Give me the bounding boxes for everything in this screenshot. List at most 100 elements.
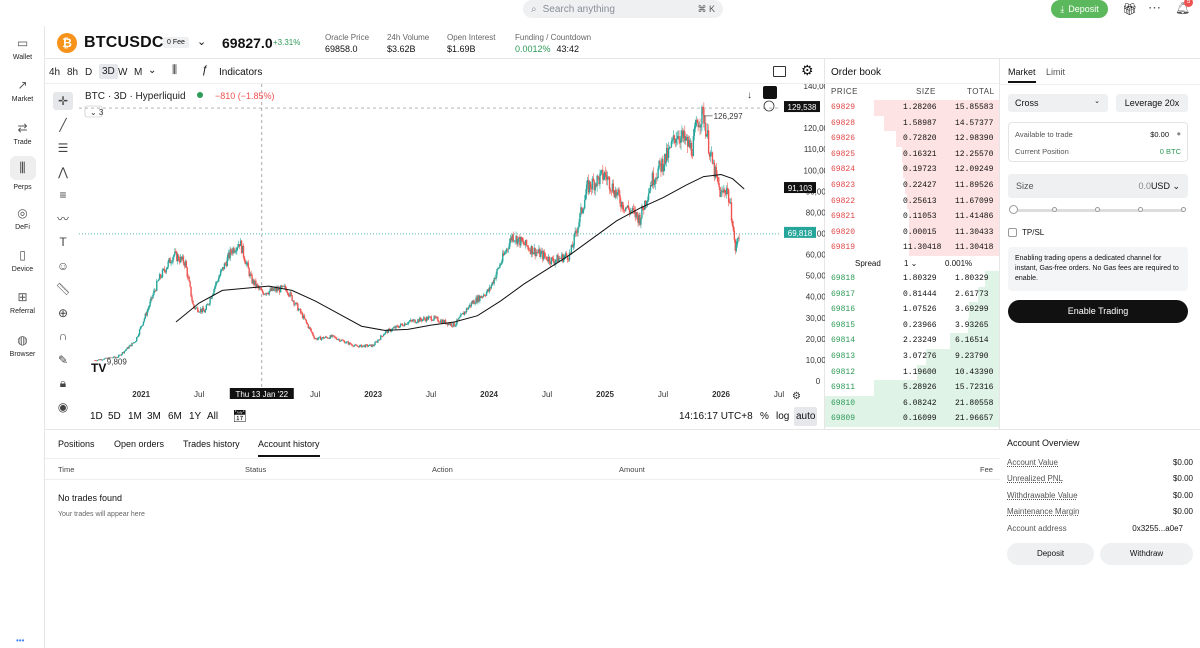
refresh-icon[interactable] (763, 86, 777, 99)
indicators-button[interactable]: Indicators (219, 67, 263, 78)
slider-step-1[interactable] (1052, 207, 1057, 212)
trendline-icon[interactable]: ╱ (59, 117, 67, 132)
eye-icon[interactable]: ◉ (57, 399, 69, 414)
bid-row[interactable]: 69816 1.07526 3.69299 (825, 302, 999, 318)
bid-row[interactable]: 69809 0.16099 21.96657 (825, 411, 999, 427)
ask-row[interactable]: 69820 0.00015 11.30433 (825, 224, 999, 241)
scroll-down-icon[interactable]: ↓ (747, 90, 752, 101)
ask-row[interactable]: 69826 0.72820 12.98390 (825, 131, 999, 147)
ask-row[interactable]: 69824 0.19723 12.09249 (825, 162, 999, 178)
sidebar-item-trade[interactable]: ⇄ Trade (13, 121, 32, 146)
legend-collapse[interactable] (84, 105, 103, 118)
percent-toggle[interactable]: % (760, 411, 769, 422)
ask-row[interactable]: 69825 0.16321 12.25570 (825, 146, 999, 163)
ask-row[interactable]: 69819 11.30418 11.30418 (825, 240, 999, 256)
bid-row[interactable]: 69811 5.28926 15.72316 (825, 380, 999, 396)
leverage-button[interactable]: Leverage 20x (1116, 94, 1188, 112)
tab-positions[interactable]: Positions (58, 439, 95, 449)
bid-row[interactable]: 69814 2.23249 6.16514 (825, 333, 999, 349)
bid-row[interactable]: 69810 6.08242 21.80558 (825, 395, 999, 412)
indicators-icon[interactable]: ƒ (202, 64, 209, 76)
account-deposit-button[interactable]: Deposit (1007, 543, 1094, 565)
bid-row[interactable]: 69817 0.81444 2.61773 (825, 286, 999, 303)
brush-icon[interactable]: 〰 (56, 211, 69, 226)
auto-toggle[interactable]: auto (794, 407, 818, 426)
bid-row[interactable]: 69813 3.07276 9.23790 (825, 349, 999, 365)
slider-step-0[interactable] (1009, 205, 1018, 214)
timeframe-4h[interactable]: 4h (49, 67, 61, 78)
add-alert-icon[interactable] (763, 100, 775, 112)
tab-open-orders[interactable]: Open orders (114, 439, 165, 449)
fib-icon[interactable]: ≡ (59, 188, 67, 202)
ask-row[interactable]: 69828 1.58987 14.57377 (825, 115, 999, 132)
sidebar-item-device[interactable]: ▯ Device (11, 248, 34, 273)
chevron-down-icon[interactable]: ⌄ (148, 65, 157, 76)
sidebar-item-perps[interactable]: ⫼ Perps (0, 156, 45, 191)
margin-mode-select[interactable]: Cross ⌄ (1008, 94, 1108, 112)
horizontal-lines-icon[interactable]: ☰ (57, 141, 69, 155)
search-bar[interactable]: ⌕ Search anything ⌘ K (523, 0, 723, 18)
more-dots-icon[interactable]: ••• (16, 636, 25, 645)
pair-name[interactable]: BTCUSDC (84, 34, 164, 51)
range-1d[interactable]: 1D (90, 411, 103, 422)
pencil-lock-icon[interactable]: ✎ (57, 352, 69, 367)
ask-row[interactable]: 69829 1.28206 15.85583 (825, 100, 999, 116)
settings-icon[interactable]: ⚙︎ (801, 62, 814, 78)
sidebar-item-defi[interactable]: ◎ DeFi (15, 206, 30, 231)
tab-market[interactable]: Market (1008, 67, 1036, 77)
crosshair-icon[interactable]: ✛ (53, 92, 73, 110)
timeframe-M[interactable]: M (134, 67, 143, 78)
calendar-icon[interactable]: 📅︎ (232, 409, 248, 423)
chevron-down-icon[interactable]: ⌄ (197, 36, 207, 48)
tab-limit[interactable]: Limit (1046, 67, 1066, 77)
ask-row[interactable]: 69823 0.22427 11.89526 (825, 178, 999, 194)
log-toggle[interactable]: log (776, 411, 790, 422)
layout-icon[interactable] (773, 66, 786, 77)
timeframe-8h[interactable]: 8h (67, 67, 79, 78)
range-all[interactable]: All (207, 411, 219, 422)
size-unit-select[interactable]: USD ⌄ (1150, 181, 1180, 191)
range-1m[interactable]: 1M (128, 411, 142, 422)
price-chart[interactable]: 140,000120,000110,000100,00090,00080,000… (79, 84, 825, 404)
size-input[interactable]: Size 0.0 USD ⌄ (1008, 174, 1188, 198)
sidebar-item-market[interactable]: ↗ Market (11, 78, 34, 103)
bid-row[interactable]: 69812 1.19600 10.43390 (825, 364, 999, 381)
sidebar-item-referral[interactable]: ⊞ Referral (10, 290, 35, 315)
tab-trades-history[interactable]: Trades history (183, 439, 240, 449)
tpsl-checkbox[interactable] (1008, 228, 1017, 237)
deposit-button[interactable]: ⤓ Deposit (1051, 0, 1108, 18)
emoji-icon[interactable]: ☺ (56, 258, 70, 273)
pattern-icon[interactable]: ⋀ (58, 164, 68, 179)
bid-row[interactable]: 69818 1.80329 1.80329 (825, 271, 999, 287)
ruler-icon[interactable]: 📏︎ (55, 282, 71, 296)
text-icon[interactable]: T (59, 235, 67, 249)
range-1y[interactable]: 1Y (189, 411, 202, 422)
lock-icon[interactable]: 🔒︎ (59, 376, 67, 390)
gift-icon[interactable]: 🎁︎ (1122, 2, 1138, 16)
sidebar-item-wallet[interactable]: ▭ Wallet (12, 36, 33, 61)
candle-style-icon[interactable]: ⫼ (172, 64, 178, 76)
slider-step-3[interactable] (1138, 207, 1143, 212)
more-icon[interactable]: ⋯ (1148, 0, 1161, 15)
spread-step-select[interactable]: 1 ⌄ (904, 259, 918, 268)
range-3m[interactable]: 3M (147, 411, 161, 422)
slider-step-4[interactable] (1181, 207, 1186, 212)
ask-row[interactable]: 69822 0.25613 11.67099 (825, 193, 999, 210)
ask-row[interactable]: 69821 0.11053 11.41486 (825, 209, 999, 225)
range-5d[interactable]: 5D (108, 411, 121, 422)
timeframe-W[interactable]: W (118, 67, 128, 78)
magnet-icon[interactable]: ∩ (58, 329, 68, 343)
range-6m[interactable]: 6M (168, 411, 182, 422)
slider-step-2[interactable] (1095, 207, 1100, 212)
withdraw-button[interactable]: Withdraw (1100, 543, 1193, 565)
timeframe-3D[interactable]: 3D (99, 64, 118, 79)
axis-settings-icon[interactable]: ⚙ (792, 391, 801, 402)
timeframe-D[interactable]: D (85, 67, 93, 78)
candle-body (678, 136, 680, 141)
tab-account-history[interactable]: Account history (258, 439, 320, 457)
sidebar-item-browser[interactable]: ◍ Browser (9, 333, 36, 358)
account-row-value[interactable]: 0x3255...a0e7 (1132, 523, 1183, 533)
bid-row[interactable]: 69815 0.23966 3.93265 (825, 317, 999, 334)
enable-trading-button[interactable]: Enable Trading (1008, 300, 1188, 323)
zoom-icon[interactable]: ⊕ (57, 305, 69, 320)
